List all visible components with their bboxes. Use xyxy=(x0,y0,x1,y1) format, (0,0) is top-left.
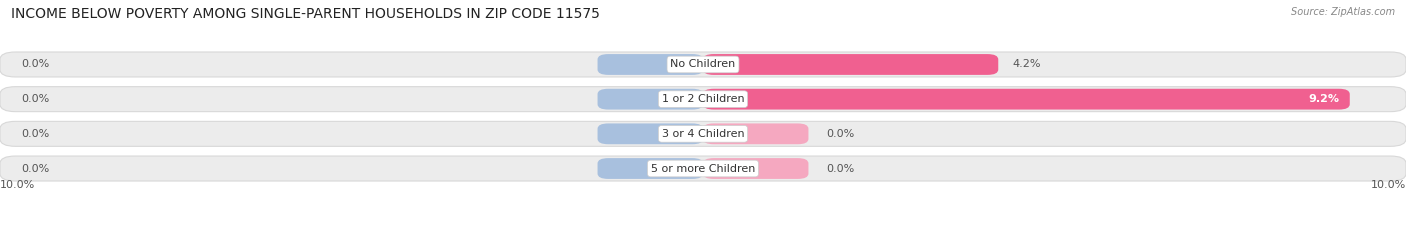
FancyBboxPatch shape xyxy=(703,54,998,75)
Text: 4.2%: 4.2% xyxy=(1012,59,1040,69)
Text: No Children: No Children xyxy=(671,59,735,69)
Text: 1 or 2 Children: 1 or 2 Children xyxy=(662,94,744,104)
Text: 0.0%: 0.0% xyxy=(21,59,49,69)
FancyBboxPatch shape xyxy=(598,123,703,144)
Text: 5 or more Children: 5 or more Children xyxy=(651,164,755,174)
Text: 0.0%: 0.0% xyxy=(21,129,49,139)
Text: 0.0%: 0.0% xyxy=(827,164,855,174)
FancyBboxPatch shape xyxy=(598,158,703,179)
FancyBboxPatch shape xyxy=(703,158,808,179)
FancyBboxPatch shape xyxy=(703,123,808,144)
Text: 10.0%: 10.0% xyxy=(0,180,35,190)
Text: 0.0%: 0.0% xyxy=(21,164,49,174)
Text: 9.2%: 9.2% xyxy=(1308,94,1339,104)
FancyBboxPatch shape xyxy=(0,156,1406,181)
FancyBboxPatch shape xyxy=(0,87,1406,112)
Text: 0.0%: 0.0% xyxy=(21,94,49,104)
FancyBboxPatch shape xyxy=(0,52,1406,77)
FancyBboxPatch shape xyxy=(598,89,703,110)
Text: 3 or 4 Children: 3 or 4 Children xyxy=(662,129,744,139)
Text: INCOME BELOW POVERTY AMONG SINGLE-PARENT HOUSEHOLDS IN ZIP CODE 11575: INCOME BELOW POVERTY AMONG SINGLE-PARENT… xyxy=(11,7,600,21)
Text: 0.0%: 0.0% xyxy=(827,129,855,139)
FancyBboxPatch shape xyxy=(0,121,1406,146)
FancyBboxPatch shape xyxy=(598,54,703,75)
Text: 10.0%: 10.0% xyxy=(1371,180,1406,190)
FancyBboxPatch shape xyxy=(703,89,1350,110)
Text: Source: ZipAtlas.com: Source: ZipAtlas.com xyxy=(1291,7,1395,17)
